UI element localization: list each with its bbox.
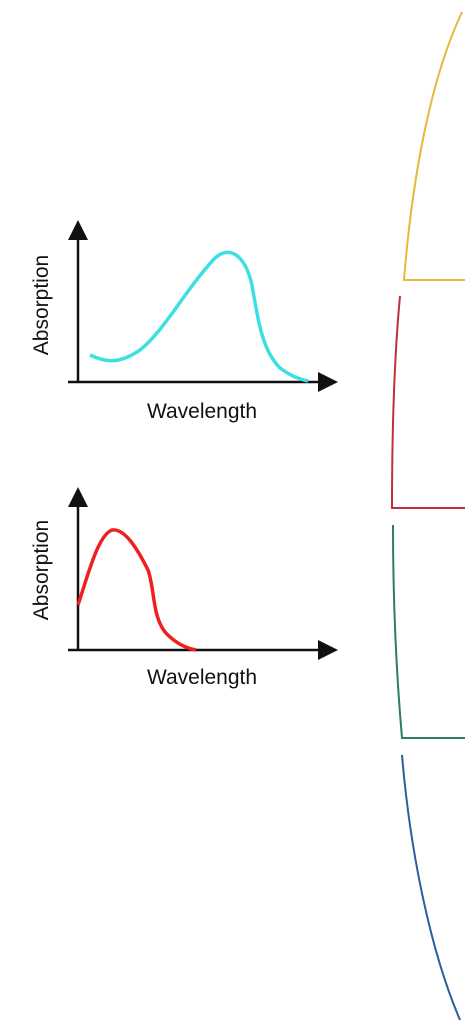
diagram: Absorption Wavelength Absorption Wavelen… xyxy=(0,0,465,1023)
blue-outline xyxy=(402,755,460,1020)
panel: Absorption Wavelength xyxy=(30,497,328,689)
x-label: Wavelength xyxy=(147,400,257,423)
page: Absorption Wavelength Absorption Wavelen… xyxy=(0,0,465,1023)
red-outline xyxy=(392,296,465,508)
absorption-curve xyxy=(90,252,308,381)
x-label: Wavelength xyxy=(147,666,257,689)
green-outline xyxy=(393,525,465,738)
absorption-curve xyxy=(78,530,196,650)
y-label: Absorption xyxy=(30,520,53,620)
yellow-outline xyxy=(404,12,465,280)
y-label: Absorption xyxy=(30,255,53,355)
panel: Absorption Wavelength xyxy=(30,230,328,423)
